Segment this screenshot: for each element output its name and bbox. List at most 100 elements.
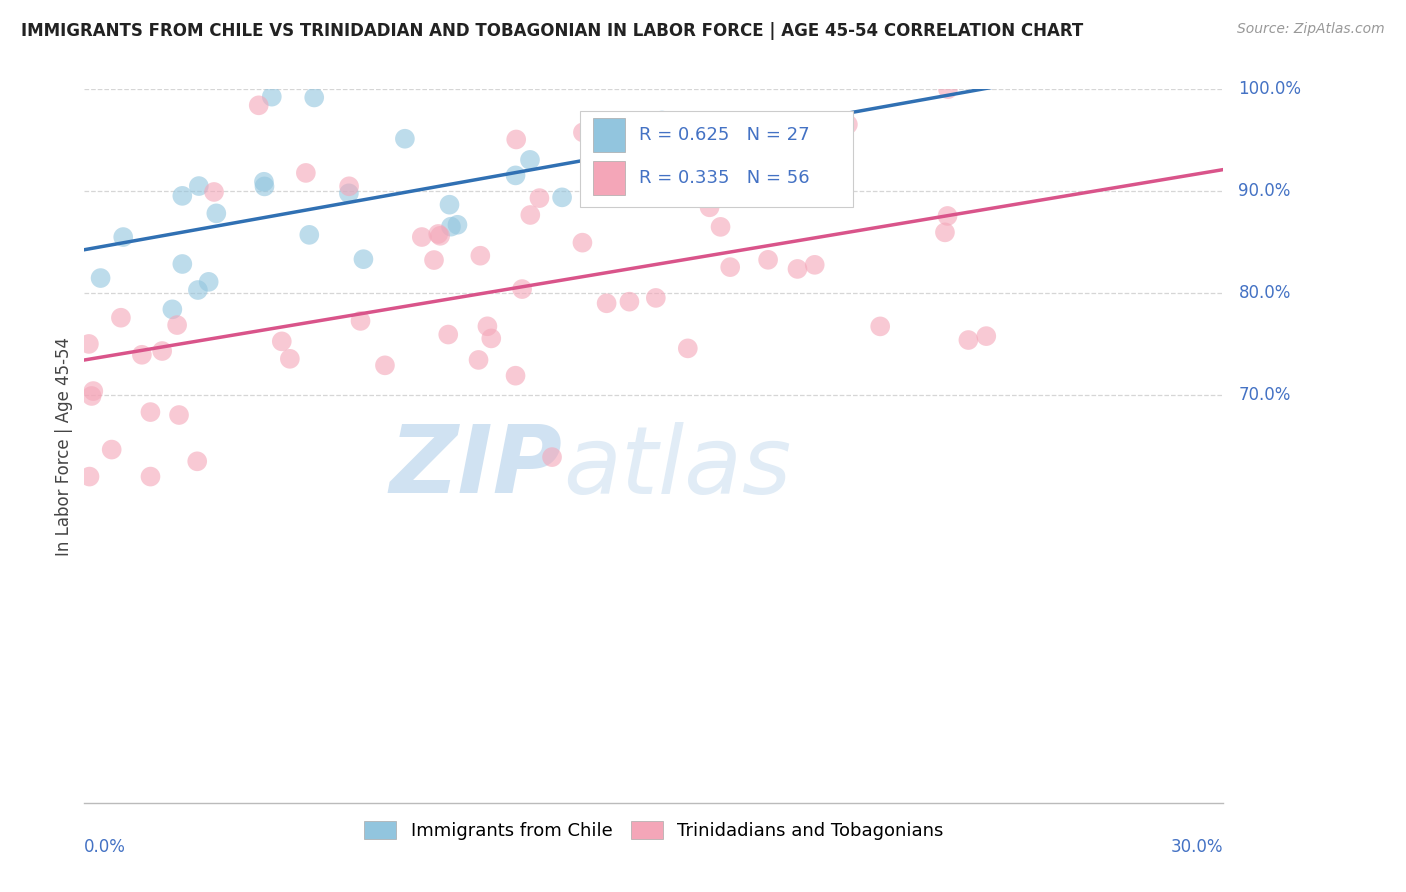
Point — [957, 333, 980, 347]
Point — [172, 257, 194, 271]
Point — [934, 225, 956, 239]
Point — [756, 252, 779, 267]
Point — [662, 128, 685, 143]
Point — [80, 389, 103, 403]
Point — [202, 185, 225, 199]
Point — [619, 294, 641, 309]
Point — [349, 314, 371, 328]
Point — [676, 342, 699, 356]
Point — [186, 454, 208, 468]
Point — [187, 179, 209, 194]
Point — [446, 218, 468, 232]
Point — [477, 319, 499, 334]
Point — [411, 230, 433, 244]
Point — [337, 179, 360, 194]
Point — [100, 442, 122, 457]
Point — [936, 82, 959, 96]
Point — [205, 206, 228, 220]
Point — [644, 291, 666, 305]
Point — [302, 90, 325, 104]
Point — [837, 118, 859, 132]
Point — [352, 252, 374, 267]
Point — [374, 359, 396, 373]
Point — [869, 319, 891, 334]
Point — [172, 189, 194, 203]
Text: ZIP: ZIP — [389, 421, 562, 514]
Point — [167, 408, 190, 422]
FancyBboxPatch shape — [579, 111, 853, 207]
Text: 90.0%: 90.0% — [1239, 182, 1291, 200]
Point — [600, 169, 623, 184]
Point — [519, 208, 541, 222]
Point — [298, 227, 321, 242]
Point — [187, 283, 209, 297]
Point — [337, 186, 360, 201]
Point — [112, 230, 135, 244]
Point — [440, 219, 463, 234]
Text: 0.0%: 0.0% — [84, 838, 127, 856]
Point — [571, 235, 593, 250]
Text: 70.0%: 70.0% — [1239, 386, 1291, 404]
Point — [79, 469, 101, 483]
Legend: Immigrants from Chile, Trinidadians and Tobagonians: Immigrants from Chile, Trinidadians and … — [357, 814, 950, 847]
Point — [709, 219, 731, 234]
Point — [778, 158, 800, 172]
Point — [519, 153, 541, 167]
Point — [437, 327, 460, 342]
Point — [427, 227, 450, 241]
Point — [467, 353, 489, 368]
Text: R = 0.625   N = 27: R = 0.625 N = 27 — [638, 126, 810, 144]
Point — [162, 302, 184, 317]
Point — [77, 337, 100, 351]
Point — [505, 169, 527, 183]
Point — [253, 175, 276, 189]
Text: IMMIGRANTS FROM CHILE VS TRINIDADIAN AND TOBAGONIAN IN LABOR FORCE | AGE 45-54 C: IMMIGRANTS FROM CHILE VS TRINIDADIAN AND… — [21, 22, 1084, 40]
Point — [270, 334, 292, 349]
Point — [551, 190, 574, 204]
Point — [595, 296, 617, 310]
Point — [529, 191, 551, 205]
Point — [278, 351, 301, 366]
Point — [936, 209, 959, 223]
Point — [295, 166, 318, 180]
Point — [247, 98, 270, 112]
Text: 100.0%: 100.0% — [1239, 80, 1302, 98]
Point — [572, 125, 595, 139]
Point — [699, 200, 721, 214]
Point — [470, 249, 492, 263]
Point — [579, 155, 602, 169]
Point — [139, 469, 162, 483]
Point — [394, 132, 416, 146]
Point — [505, 368, 527, 383]
Point — [479, 331, 502, 345]
Point — [974, 329, 997, 343]
Point — [718, 260, 741, 274]
Bar — [593, 118, 626, 152]
Point — [110, 310, 132, 325]
Text: 30.0%: 30.0% — [1171, 838, 1223, 856]
Point — [82, 384, 104, 398]
Text: atlas: atlas — [562, 422, 792, 513]
Point — [651, 113, 673, 128]
Point — [803, 258, 825, 272]
Text: R = 0.335   N = 56: R = 0.335 N = 56 — [638, 169, 810, 186]
Point — [439, 197, 461, 211]
Y-axis label: In Labor Force | Age 45-54: In Labor Force | Age 45-54 — [55, 336, 73, 556]
Point — [253, 179, 276, 194]
Point — [150, 344, 173, 359]
Point — [90, 271, 112, 285]
Point — [786, 262, 808, 277]
Point — [139, 405, 162, 419]
Point — [423, 253, 446, 268]
Point — [510, 282, 533, 296]
Point — [505, 132, 527, 146]
Bar — [593, 161, 626, 194]
Text: Source: ZipAtlas.com: Source: ZipAtlas.com — [1237, 22, 1385, 37]
Point — [260, 89, 283, 103]
Point — [541, 450, 564, 464]
Text: 80.0%: 80.0% — [1239, 284, 1291, 302]
Point — [197, 275, 219, 289]
Point — [166, 318, 188, 332]
Point — [131, 348, 153, 362]
Point — [429, 228, 451, 243]
